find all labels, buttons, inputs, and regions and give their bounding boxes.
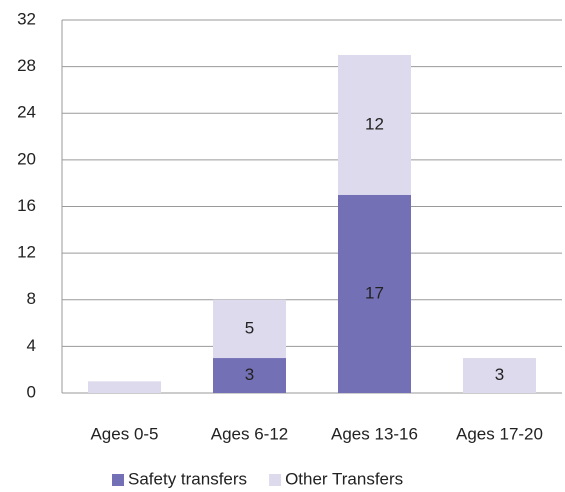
data-label: 3 xyxy=(245,365,254,384)
bar-segment xyxy=(463,358,536,393)
x-tick-label: Ages 13-16 xyxy=(331,424,418,443)
bar-segment xyxy=(213,299,286,359)
x-tick-label: Ages 0-5 xyxy=(90,424,158,443)
bar-segment xyxy=(213,358,286,393)
data-label: 12 xyxy=(365,114,384,133)
data-label: 3 xyxy=(495,365,504,384)
y-tick-label: 8 xyxy=(27,289,36,308)
bar-segment xyxy=(88,381,161,393)
bar-segment xyxy=(338,194,411,393)
legend-label: Safety transfers xyxy=(128,469,247,488)
data-label: 17 xyxy=(365,283,384,302)
bar-segment xyxy=(338,54,411,195)
y-tick-label: 20 xyxy=(17,149,36,168)
y-tick-label: 0 xyxy=(27,382,36,401)
y-tick-label: 24 xyxy=(17,103,36,122)
x-tick-label: Ages 17-20 xyxy=(456,424,543,443)
y-tick-label: 32 xyxy=(17,9,36,28)
y-tick-label: 16 xyxy=(17,196,36,215)
y-tick-label: 12 xyxy=(17,243,36,262)
legend-label: Other Transfers xyxy=(285,469,403,488)
y-tick-label: 4 xyxy=(27,336,36,355)
legend-swatch xyxy=(269,474,282,486)
legend-swatch xyxy=(112,474,124,486)
y-tick-label: 28 xyxy=(17,56,36,75)
x-tick-label: Ages 6-12 xyxy=(211,424,289,443)
data-label: 5 xyxy=(245,318,254,337)
